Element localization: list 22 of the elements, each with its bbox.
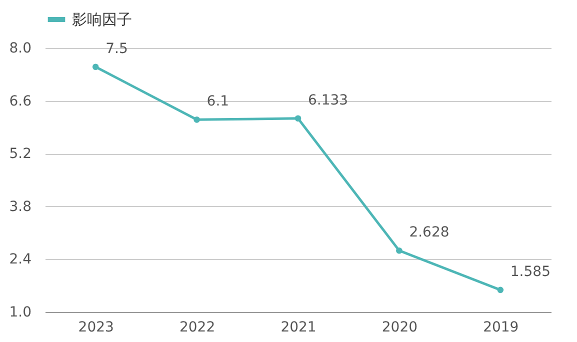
x-tick-label: 2022 xyxy=(179,320,216,336)
point xyxy=(497,286,504,294)
x-tick-label: 2019 xyxy=(483,320,519,336)
y-tick-label: 6.6 xyxy=(9,93,32,110)
x-tick-label: 2023 xyxy=(78,320,114,336)
y-tick-label: 5.2 xyxy=(9,146,32,162)
point xyxy=(396,247,402,254)
data-label: 7.5 xyxy=(106,40,128,57)
y-tick-label: 3.8 xyxy=(9,198,32,215)
y-tick-label: 8.0 xyxy=(9,40,32,56)
data-label: 2.628 xyxy=(409,224,450,241)
y-tick-label: 2.4 xyxy=(9,252,32,268)
y-tick-label: 1.0 xyxy=(9,304,32,320)
x-tick-label: 2020 xyxy=(382,320,418,336)
legend-label: 影响因子 xyxy=(72,10,132,28)
data-label: 6.133 xyxy=(308,92,348,108)
data-label: 1.585 xyxy=(510,264,550,280)
data-label: 6.1 xyxy=(206,94,230,110)
point xyxy=(92,64,99,70)
point xyxy=(194,116,200,123)
point xyxy=(294,115,302,122)
x-tick-label: 2021 xyxy=(280,320,316,336)
